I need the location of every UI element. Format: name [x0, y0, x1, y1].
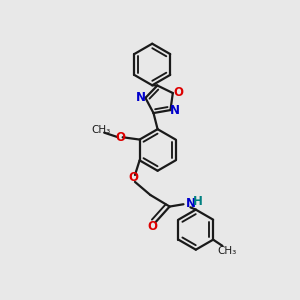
Text: N: N — [185, 197, 195, 210]
Text: CH₃: CH₃ — [92, 125, 111, 135]
Text: O: O — [115, 131, 125, 144]
Text: O: O — [173, 86, 183, 99]
Text: O: O — [148, 220, 158, 233]
Text: CH₃: CH₃ — [218, 246, 237, 256]
Text: H: H — [193, 195, 203, 208]
Text: N: N — [170, 104, 180, 117]
Text: O: O — [128, 171, 138, 184]
Text: N: N — [136, 91, 146, 103]
